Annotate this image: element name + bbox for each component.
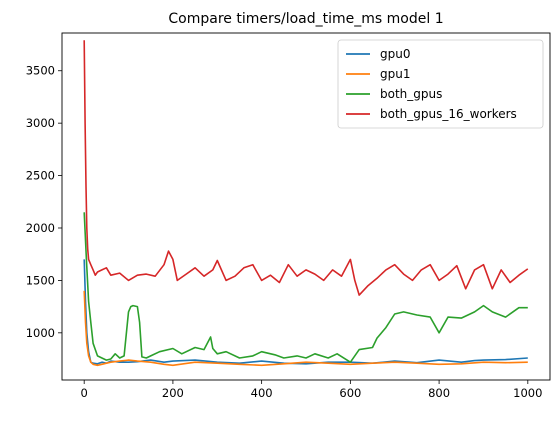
plot-frame: [61, 32, 551, 381]
x-tick-label: 800: [428, 386, 450, 400]
y-tick-label: 3000: [26, 116, 55, 130]
series-line-both_gpus: [83, 212, 528, 364]
legend-label: gpu1: [380, 67, 410, 81]
y-tick-label: 2500: [26, 169, 55, 183]
chart-title: Compare timers/load_time_ms model 1: [168, 11, 443, 27]
x-tick-label: 600: [339, 386, 361, 400]
legend-label: gpu0: [380, 47, 410, 61]
y-tick-label: 1500: [26, 273, 55, 287]
series-line-gpu1: [83, 290, 528, 367]
series-line-gpu0: [83, 259, 528, 365]
legend: gpu0 gpu1 both_gpus both_gpus_16_workers: [337, 39, 544, 129]
y-tick-label: 3500: [26, 64, 55, 78]
y-tick-label: 2000: [26, 221, 55, 235]
plot-lines: [83, 40, 529, 367]
x-tick-label: 1000: [513, 386, 542, 400]
y-axis: 1000 1500 2000 2500 3000 3500: [26, 64, 62, 340]
legend-label: both_gpus: [380, 87, 442, 101]
series-line-both_gpus_16_workers: [83, 40, 529, 296]
x-tick-label: 400: [251, 386, 273, 400]
legend-box: [337, 39, 544, 129]
x-tick-label: 0: [81, 386, 88, 400]
x-tick-label: 200: [162, 386, 184, 400]
x-axis: 0 200 400 600 800 1000: [81, 380, 542, 400]
y-tick-label: 1000: [26, 326, 55, 340]
legend-label: both_gpus_16_workers: [380, 107, 517, 121]
